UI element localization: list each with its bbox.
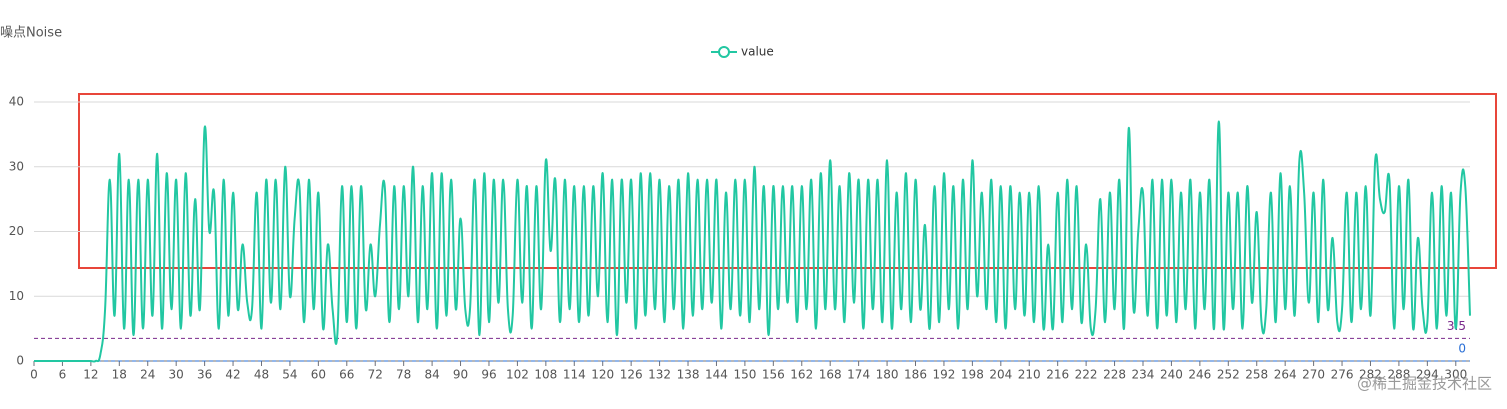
x-tick-label: 24 [140, 368, 155, 382]
legend-label: value [741, 45, 774, 59]
x-tick-label: 222 [1075, 368, 1098, 382]
x-tick-label: 132 [648, 368, 671, 382]
x-tick-label: 168 [819, 368, 842, 382]
x-tick-label: 294 [1416, 368, 1439, 382]
x-tick-label: 138 [677, 368, 700, 382]
x-tick-label: 288 [1387, 368, 1410, 382]
x-tick-label: 270 [1302, 368, 1325, 382]
x-tick-label: 240 [1160, 368, 1183, 382]
x-tick-label: 0 [30, 368, 38, 382]
x-tick-label: 192 [932, 368, 955, 382]
mark-line-label: 0 [1458, 342, 1466, 356]
x-tick-label: 252 [1217, 368, 1240, 382]
y-tick-label: 20 [9, 224, 24, 238]
x-tick-label: 234 [1132, 368, 1155, 382]
x-tick-label: 60 [311, 368, 326, 382]
highlight-box [78, 93, 1497, 269]
x-tick-label: 30 [169, 368, 184, 382]
x-tick-label: 180 [876, 368, 899, 382]
x-tick-label: 156 [762, 368, 785, 382]
watermark: @稀土掘金技术社区 [1357, 375, 1492, 393]
x-tick-label: 276 [1331, 368, 1354, 382]
x-tick-label: 72 [368, 368, 383, 382]
x-tick-label: 48 [254, 368, 269, 382]
y-tick-label: 40 [9, 95, 24, 109]
y-tick-label: 10 [9, 289, 24, 303]
x-tick-label: 12 [83, 368, 98, 382]
x-tick-label: 162 [790, 368, 813, 382]
x-tick-label: 228 [1103, 368, 1126, 382]
series-line [34, 120, 1471, 363]
x-tick-label: 126 [620, 368, 643, 382]
x-tick-label: 78 [396, 368, 411, 382]
y-axis-title: 噪点Noise [0, 26, 62, 41]
x-tick-label: 102 [506, 368, 529, 382]
y-tick-label: 30 [9, 159, 24, 173]
x-tick-label: 90 [453, 368, 468, 382]
x-tick-label: 204 [989, 368, 1012, 382]
x-tick-label: 264 [1274, 368, 1297, 382]
x-tick-label: 210 [1018, 368, 1041, 382]
x-tick-label: 282 [1359, 368, 1382, 382]
x-tick-label: 6 [59, 368, 67, 382]
x-tick-label: 66 [339, 368, 354, 382]
x-tick-label: 84 [424, 368, 439, 382]
x-tick-label: 96 [481, 368, 496, 382]
x-tick-label: 42 [225, 368, 240, 382]
x-tick-label: 36 [197, 368, 212, 382]
y-tick-label: 0 [16, 354, 24, 368]
x-tick-label: 300 [1444, 368, 1467, 382]
x-tick-label: 258 [1245, 368, 1268, 382]
x-tick-label: 246 [1188, 368, 1211, 382]
x-tick-label: 114 [563, 368, 586, 382]
x-tick-label: 150 [733, 368, 756, 382]
x-tick-label: 18 [112, 368, 127, 382]
x-tick-label: 186 [904, 368, 927, 382]
x-tick-label: 108 [534, 368, 557, 382]
legend-symbol [718, 46, 730, 58]
x-tick-label: 198 [961, 368, 984, 382]
x-tick-label: 216 [1046, 368, 1069, 382]
x-tick-label: 174 [847, 368, 870, 382]
x-tick-label: 54 [282, 368, 297, 382]
x-tick-label: 120 [591, 368, 614, 382]
x-tick-label: 144 [705, 368, 728, 382]
